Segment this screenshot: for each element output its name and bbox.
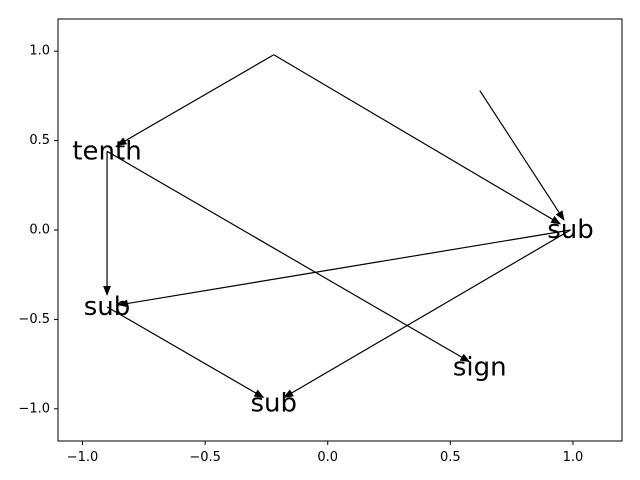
node-label-n_tenth: tenth	[72, 136, 141, 166]
y-tick-label: −1.0	[18, 401, 50, 416]
y-tick-label: 1.0	[29, 44, 50, 59]
x-axis: −1.0 −0.5 0.0 0.5 1.0	[67, 441, 584, 465]
y-tick-label: −0.5	[18, 312, 50, 327]
x-tick-label: −1.0	[67, 450, 99, 465]
edge-2	[479, 90, 565, 221]
plot-frame	[57, 18, 623, 442]
edge-6	[283, 229, 571, 398]
x-tick-label: 1.0	[563, 450, 584, 465]
y-tick-label: 0.0	[29, 223, 50, 238]
edge-1	[273, 54, 562, 225]
x-tick-label: −0.5	[189, 450, 221, 465]
node-label-n_sub_right: sub	[547, 215, 594, 245]
edges-layer	[103, 54, 571, 398]
node-label-n_sign: sign	[453, 353, 507, 383]
y-tick-label: 0.5	[29, 133, 50, 148]
x-tick-label: 0.5	[440, 450, 461, 465]
edge-4	[106, 150, 471, 363]
edge-0	[116, 54, 275, 146]
y-axis: 1.0 0.5 0.0 −0.5 −1.0	[18, 44, 58, 416]
node-labels-layer: tenth sub sub sub sign	[72, 136, 593, 418]
node-label-n_sub_bottom: sub	[251, 388, 298, 418]
node-label-n_sub_left: sub	[84, 292, 131, 322]
x-tick-label: 0.0	[317, 450, 338, 465]
edge-5	[117, 229, 571, 308]
edge-7	[106, 306, 265, 398]
